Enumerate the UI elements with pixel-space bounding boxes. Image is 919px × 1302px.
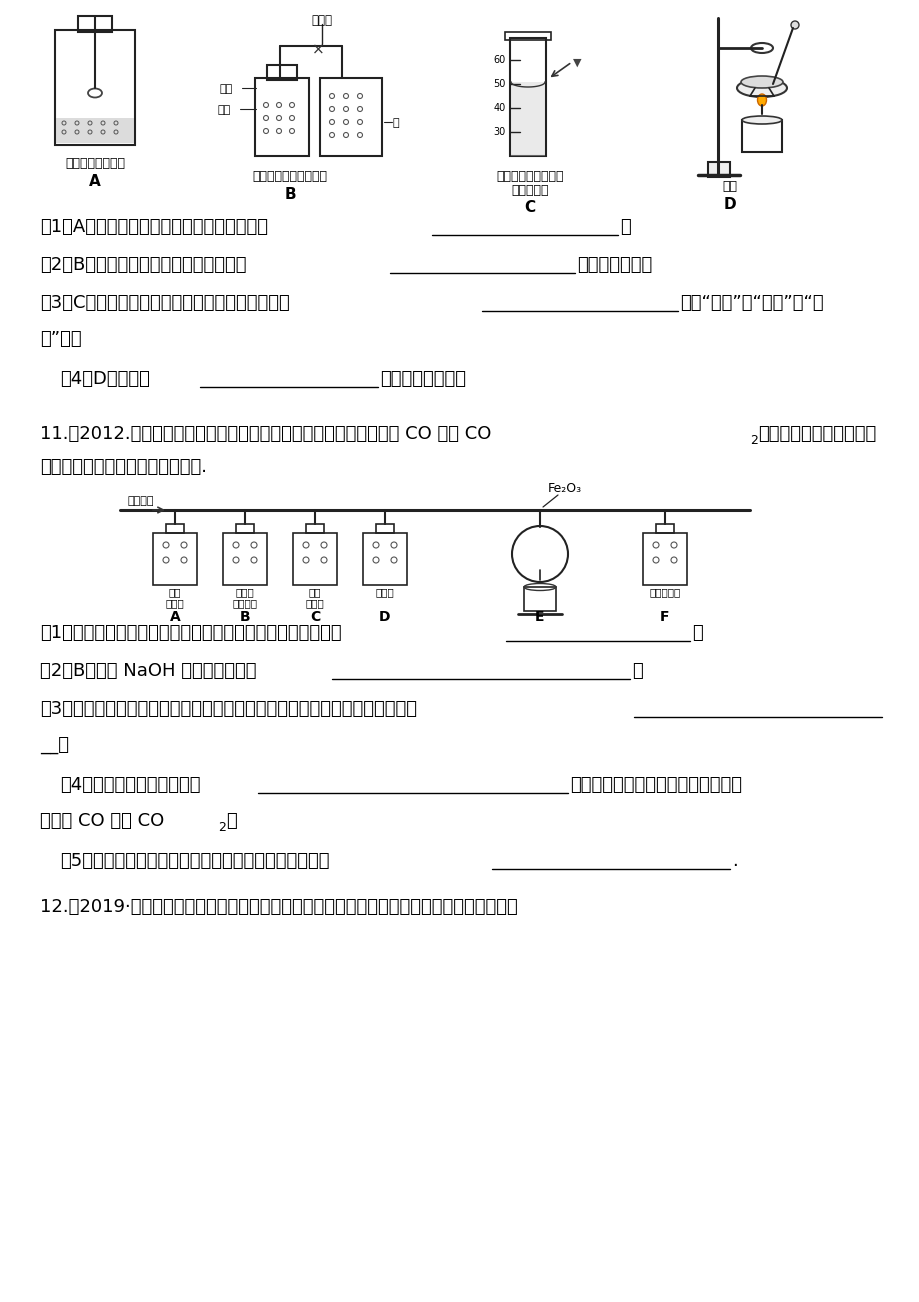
Bar <box>376 523 393 533</box>
Text: A: A <box>169 611 180 624</box>
Text: （3）C实验中该操作将导致所配溶液溶质质量分数: （3）C实验中该操作将导致所配溶液溶质质量分数 <box>40 294 289 312</box>
Text: ；: ； <box>691 624 702 642</box>
Text: （2）B装置中 NaOH 浓溶液的作用是: （2）B装置中 NaOH 浓溶液的作用是 <box>40 661 256 680</box>
Bar <box>255 78 309 156</box>
Text: 60: 60 <box>494 55 505 65</box>
Text: E: E <box>535 611 544 624</box>
Text: 氢氧化
钠浓溶液: 氢氧化 钠浓溶液 <box>233 587 257 608</box>
Text: 40: 40 <box>494 103 505 113</box>
Text: 空气中氧气含量的测定: 空气中氧气含量的测定 <box>252 171 327 184</box>
Text: 浓硫酸: 浓硫酸 <box>375 587 394 598</box>
Text: ；: ； <box>226 812 236 829</box>
Text: 配制一定质量分数的: 配制一定质量分数的 <box>495 171 563 184</box>
Text: C: C <box>524 201 535 215</box>
Text: （填“偏大”、“偏小”或“不: （填“偏大”、“偏小”或“不 <box>679 294 823 312</box>
Ellipse shape <box>740 76 782 89</box>
Text: （1）按上面连接好装置，在装入药品之前，必须进行的操作是: （1）按上面连接好装置，在装入药品之前，必须进行的操作是 <box>40 624 341 642</box>
Bar <box>510 82 544 156</box>
Text: （5）从环保角度分析，该流程设计中的一处明显不足是: （5）从环保角度分析，该流程设计中的一处明显不足是 <box>60 852 329 870</box>
Text: 水: 水 <box>392 118 399 128</box>
Text: 2: 2 <box>218 822 226 835</box>
Text: B: B <box>284 187 296 202</box>
Text: 澄清
石灰水: 澄清 石灰水 <box>165 587 184 608</box>
Text: 蒸发: 蒸发 <box>721 180 737 193</box>
Text: ×: × <box>312 42 324 57</box>
Text: （3）实验开始时，必须先通入混合气体一段时间再点燃酒精喷灯加热，目的是: （3）实验开始时，必须先通入混合气体一段时间再点燃酒精喷灯加热，目的是 <box>40 700 416 717</box>
Text: 12.（2019·扬州）丙同学准备用如图一所示的装置和药品，制取二瓶氧气。请回答下列问题：: 12.（2019·扬州）丙同学准备用如图一所示的装置和药品，制取二瓶氧气。请回答… <box>40 898 517 917</box>
Text: B: B <box>240 611 250 624</box>
Text: （只写一个）。: （只写一个）。 <box>576 256 652 273</box>
Bar <box>306 523 323 533</box>
Text: （2）B实验中导致实验结果偏小的原因是: （2）B实验中导致实验结果偏小的原因是 <box>40 256 246 273</box>
Text: Fe₂O₃: Fe₂O₃ <box>548 482 582 495</box>
Text: 澄清石灰水: 澄清石灰水 <box>649 587 680 598</box>
Text: F: F <box>660 611 669 624</box>
Bar <box>236 523 254 533</box>
Bar <box>524 587 555 611</box>
Text: 空气: 空气 <box>220 85 233 94</box>
Bar <box>642 533 686 585</box>
Bar <box>222 533 267 585</box>
Bar <box>320 78 381 156</box>
Bar <box>505 33 550 40</box>
Text: 红磷: 红磷 <box>218 105 231 115</box>
Text: 30: 30 <box>494 128 505 137</box>
Text: 2: 2 <box>749 434 757 447</box>
Text: 实验，根据所学知识回答相关问题.: 实验，根据所学知识回答相关问题. <box>40 458 207 477</box>
Text: 时，应停止加热。: 时，应停止加热。 <box>380 370 466 388</box>
Text: 中既有 CO 又有 CO: 中既有 CO 又有 CO <box>40 812 165 829</box>
Text: 变”）。: 变”）。 <box>40 329 82 348</box>
Bar <box>292 533 336 585</box>
Circle shape <box>790 21 798 29</box>
Text: ，设计如图所示流程进行: ，设计如图所示流程进行 <box>757 424 875 443</box>
Text: 铁丝在氧气中燃烧: 铁丝在氧气中燃烧 <box>65 158 125 171</box>
Text: A: A <box>89 174 101 189</box>
Ellipse shape <box>756 94 766 105</box>
Text: 澄清
石灰水: 澄清 石灰水 <box>305 587 324 608</box>
Bar <box>742 120 781 152</box>
Text: 混合气体: 混合气体 <box>128 496 154 506</box>
Text: 11.（2012.淮安市）某同学为验证炭在氧气中不完全燃烧的产物既有 CO 又有 CO: 11.（2012.淮安市）某同学为验证炭在氧气中不完全燃烧的产物既有 CO 又有… <box>40 424 491 443</box>
Text: 50: 50 <box>494 79 505 89</box>
Text: __；: __； <box>40 736 69 754</box>
Text: 弹簧夹: 弹簧夹 <box>312 14 332 27</box>
Bar <box>509 38 545 156</box>
Text: ▼: ▼ <box>573 59 581 68</box>
Bar <box>153 533 197 585</box>
Bar <box>165 523 184 533</box>
Text: 。: 。 <box>619 217 630 236</box>
Bar <box>55 30 135 145</box>
Text: .: . <box>732 852 737 870</box>
Text: D: D <box>379 611 391 624</box>
Bar <box>708 161 729 177</box>
Text: C: C <box>310 611 320 624</box>
Text: D: D <box>723 197 735 212</box>
Text: （填写实验现象）时，证明混合气体: （填写实验现象）时，证明混合气体 <box>570 776 742 794</box>
Bar <box>78 16 112 33</box>
Text: （1）A实验中集气瓶内预先装少量水的目的是: （1）A实验中集气瓶内预先装少量水的目的是 <box>40 217 267 236</box>
Ellipse shape <box>742 116 781 124</box>
Bar <box>267 65 297 79</box>
Text: （4）D实验中待: （4）D实验中待 <box>60 370 150 388</box>
Bar <box>56 118 134 143</box>
Text: ；: ； <box>631 661 642 680</box>
Bar <box>363 533 406 585</box>
Bar <box>655 523 674 533</box>
Ellipse shape <box>736 79 786 98</box>
Text: （4）根据设计意图，观察到: （4）根据设计意图，观察到 <box>60 776 200 794</box>
Text: 氯化钠溶液: 氯化钠溶液 <box>511 184 548 197</box>
